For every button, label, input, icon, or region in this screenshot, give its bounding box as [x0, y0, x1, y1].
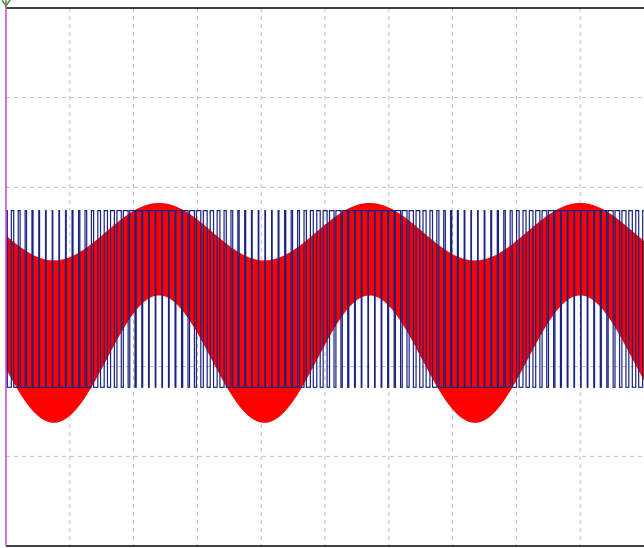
series-pwm: [6, 210, 644, 388]
trigger-marker-icon: [1, 0, 11, 8]
grid: [6, 8, 644, 546]
pwm-waveform: [6, 210, 644, 388]
